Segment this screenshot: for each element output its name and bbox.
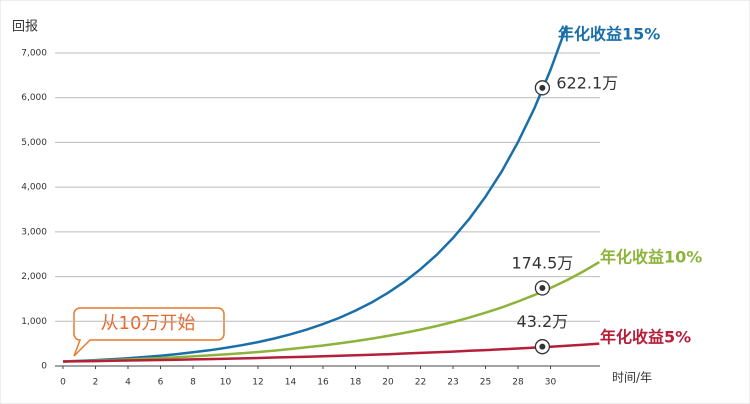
y-tick-label: 2,000 [21,272,47,282]
x-tick-label: 16 [317,378,329,388]
point-label: 43.2万 [517,312,569,331]
series-line [62,25,568,363]
y-tick-label: 3,000 [21,227,47,237]
y-tick-label: 6,000 [21,93,47,103]
x-tick-label: 30 [545,378,557,388]
x-tick-label: 12 [252,378,263,388]
x-tick-label: 10 [220,378,232,388]
x-tick-label: 25 [480,378,491,388]
series-label: 年化收益10% [600,248,702,267]
y-tick-label: 4,000 [21,183,47,193]
point [539,84,546,91]
x-tick-label: 28 [512,378,524,388]
x-tick-label: 8 [190,378,196,388]
y-tick-label: 5,000 [21,138,47,148]
y-tick-label: 7,000 [21,49,47,59]
x-tick-label: 4 [125,378,131,388]
x-tick-label: 6 [158,378,164,388]
x-tick-label: 23 [447,378,458,388]
point-label: 622.1万 [556,73,618,92]
series-line [62,342,600,363]
callout-box [73,307,225,357]
point [539,343,546,350]
series-label: 年化收益5% [600,328,691,347]
x-axis-label: 时间/年 [612,371,652,385]
x-tick-label: 20 [382,378,394,388]
series-line [62,261,600,363]
x-tick-label: 14 [285,378,297,388]
y-tick-label: 1,000 [21,317,47,327]
x-tick-label: 18 [350,378,362,388]
callout-text: 从10万开始 [101,313,196,334]
series-label: 年化收益15% [558,25,660,44]
x-tick-label: 0 [60,378,66,388]
x-tick-label: 22 [415,378,426,388]
x-tick-label: 2 [93,378,99,388]
y-tick-label: 0 [41,362,47,372]
point [539,284,546,291]
point-label: 174.5万 [511,253,573,272]
y-axis-label: 回报 [12,20,38,35]
